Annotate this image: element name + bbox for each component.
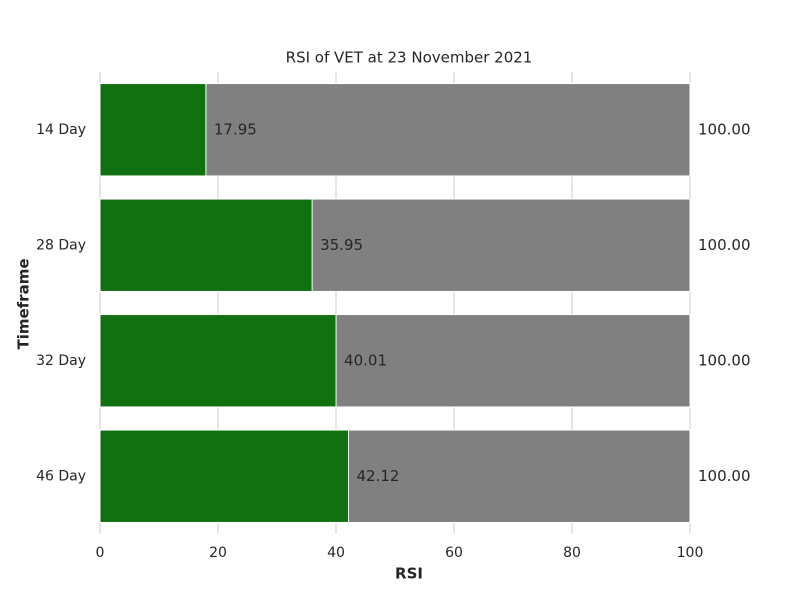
x-tick-label: 0 [96,545,105,561]
value-label: 17.95 [214,120,257,138]
bar [99,314,337,408]
value-label: 42.12 [357,467,400,485]
value-label: 100.00 [698,351,751,369]
value-label: 35.95 [320,236,363,254]
x-tick-label: 80 [563,545,581,561]
value-label: 100.00 [698,120,751,138]
y-tick-label: 14 Day [36,122,86,138]
value-label: 100.00 [698,236,751,254]
y-tick-label: 46 Day [36,468,86,484]
y-tick-label: 28 Day [36,237,86,253]
x-tick-label: 40 [327,545,345,561]
x-tick-label: 20 [209,545,227,561]
bar [99,198,313,292]
bar [99,83,207,177]
x-tick-label: 100 [677,545,704,561]
bar [99,429,350,523]
x-axis-label: RSI [395,565,423,583]
value-label: 40.01 [344,351,387,369]
y-axis-label: Timeframe [15,258,33,349]
value-label: 100.00 [698,467,751,485]
chart-title: RSI of VET at 23 November 2021 [286,49,533,67]
y-tick-label: 32 Day [36,353,86,369]
x-tick-label: 60 [445,545,463,561]
